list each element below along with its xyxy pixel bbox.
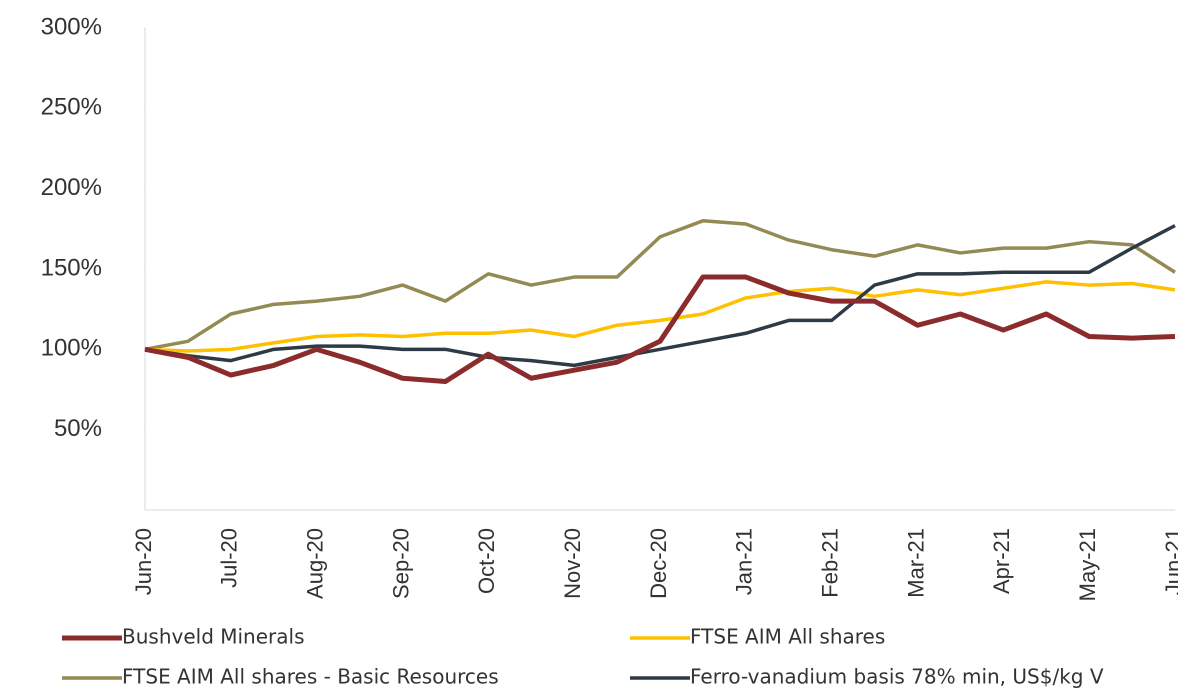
- legend-label: FTSE AIM All shares: [690, 625, 885, 649]
- x-tick-label: Feb-21: [817, 528, 842, 598]
- legend-label: FTSE AIM All shares - Basic Resources: [122, 665, 499, 689]
- y-tick-label: 100%: [41, 335, 102, 362]
- legend-label: Bushveld Minerals: [122, 625, 305, 649]
- y-tick-label: 150%: [41, 254, 102, 281]
- x-tick-label: Aug-20: [302, 528, 327, 599]
- legend-label: Ferro-vanadium basis 78% min, US$/kg V: [690, 665, 1104, 689]
- y-tick-label: 300%: [41, 13, 102, 40]
- x-tick-label: May-21: [1075, 528, 1100, 601]
- x-tick-label: Dec-20: [646, 528, 671, 599]
- x-tick-label: Nov-20: [560, 528, 585, 599]
- x-tick-label: Mar-21: [903, 528, 928, 598]
- x-tick-label: Jun-21: [1161, 528, 1178, 595]
- y-tick-label: 200%: [41, 174, 102, 201]
- series-line: [144, 280, 1176, 353]
- x-tick-label: Jan-21: [732, 528, 757, 595]
- x-tick-label: Jul-20: [217, 528, 242, 588]
- series-line: [144, 274, 1176, 384]
- x-tick-label: Apr-21: [989, 528, 1014, 594]
- series-line: [144, 219, 1176, 352]
- series-line: [144, 224, 1176, 368]
- y-tick-label: 50%: [54, 415, 102, 442]
- x-tick-label: Oct-20: [474, 528, 499, 594]
- x-tick-label: Sep-20: [388, 528, 413, 599]
- x-tick-label: Jun-20: [131, 528, 156, 595]
- y-tick-label: 250%: [41, 94, 102, 121]
